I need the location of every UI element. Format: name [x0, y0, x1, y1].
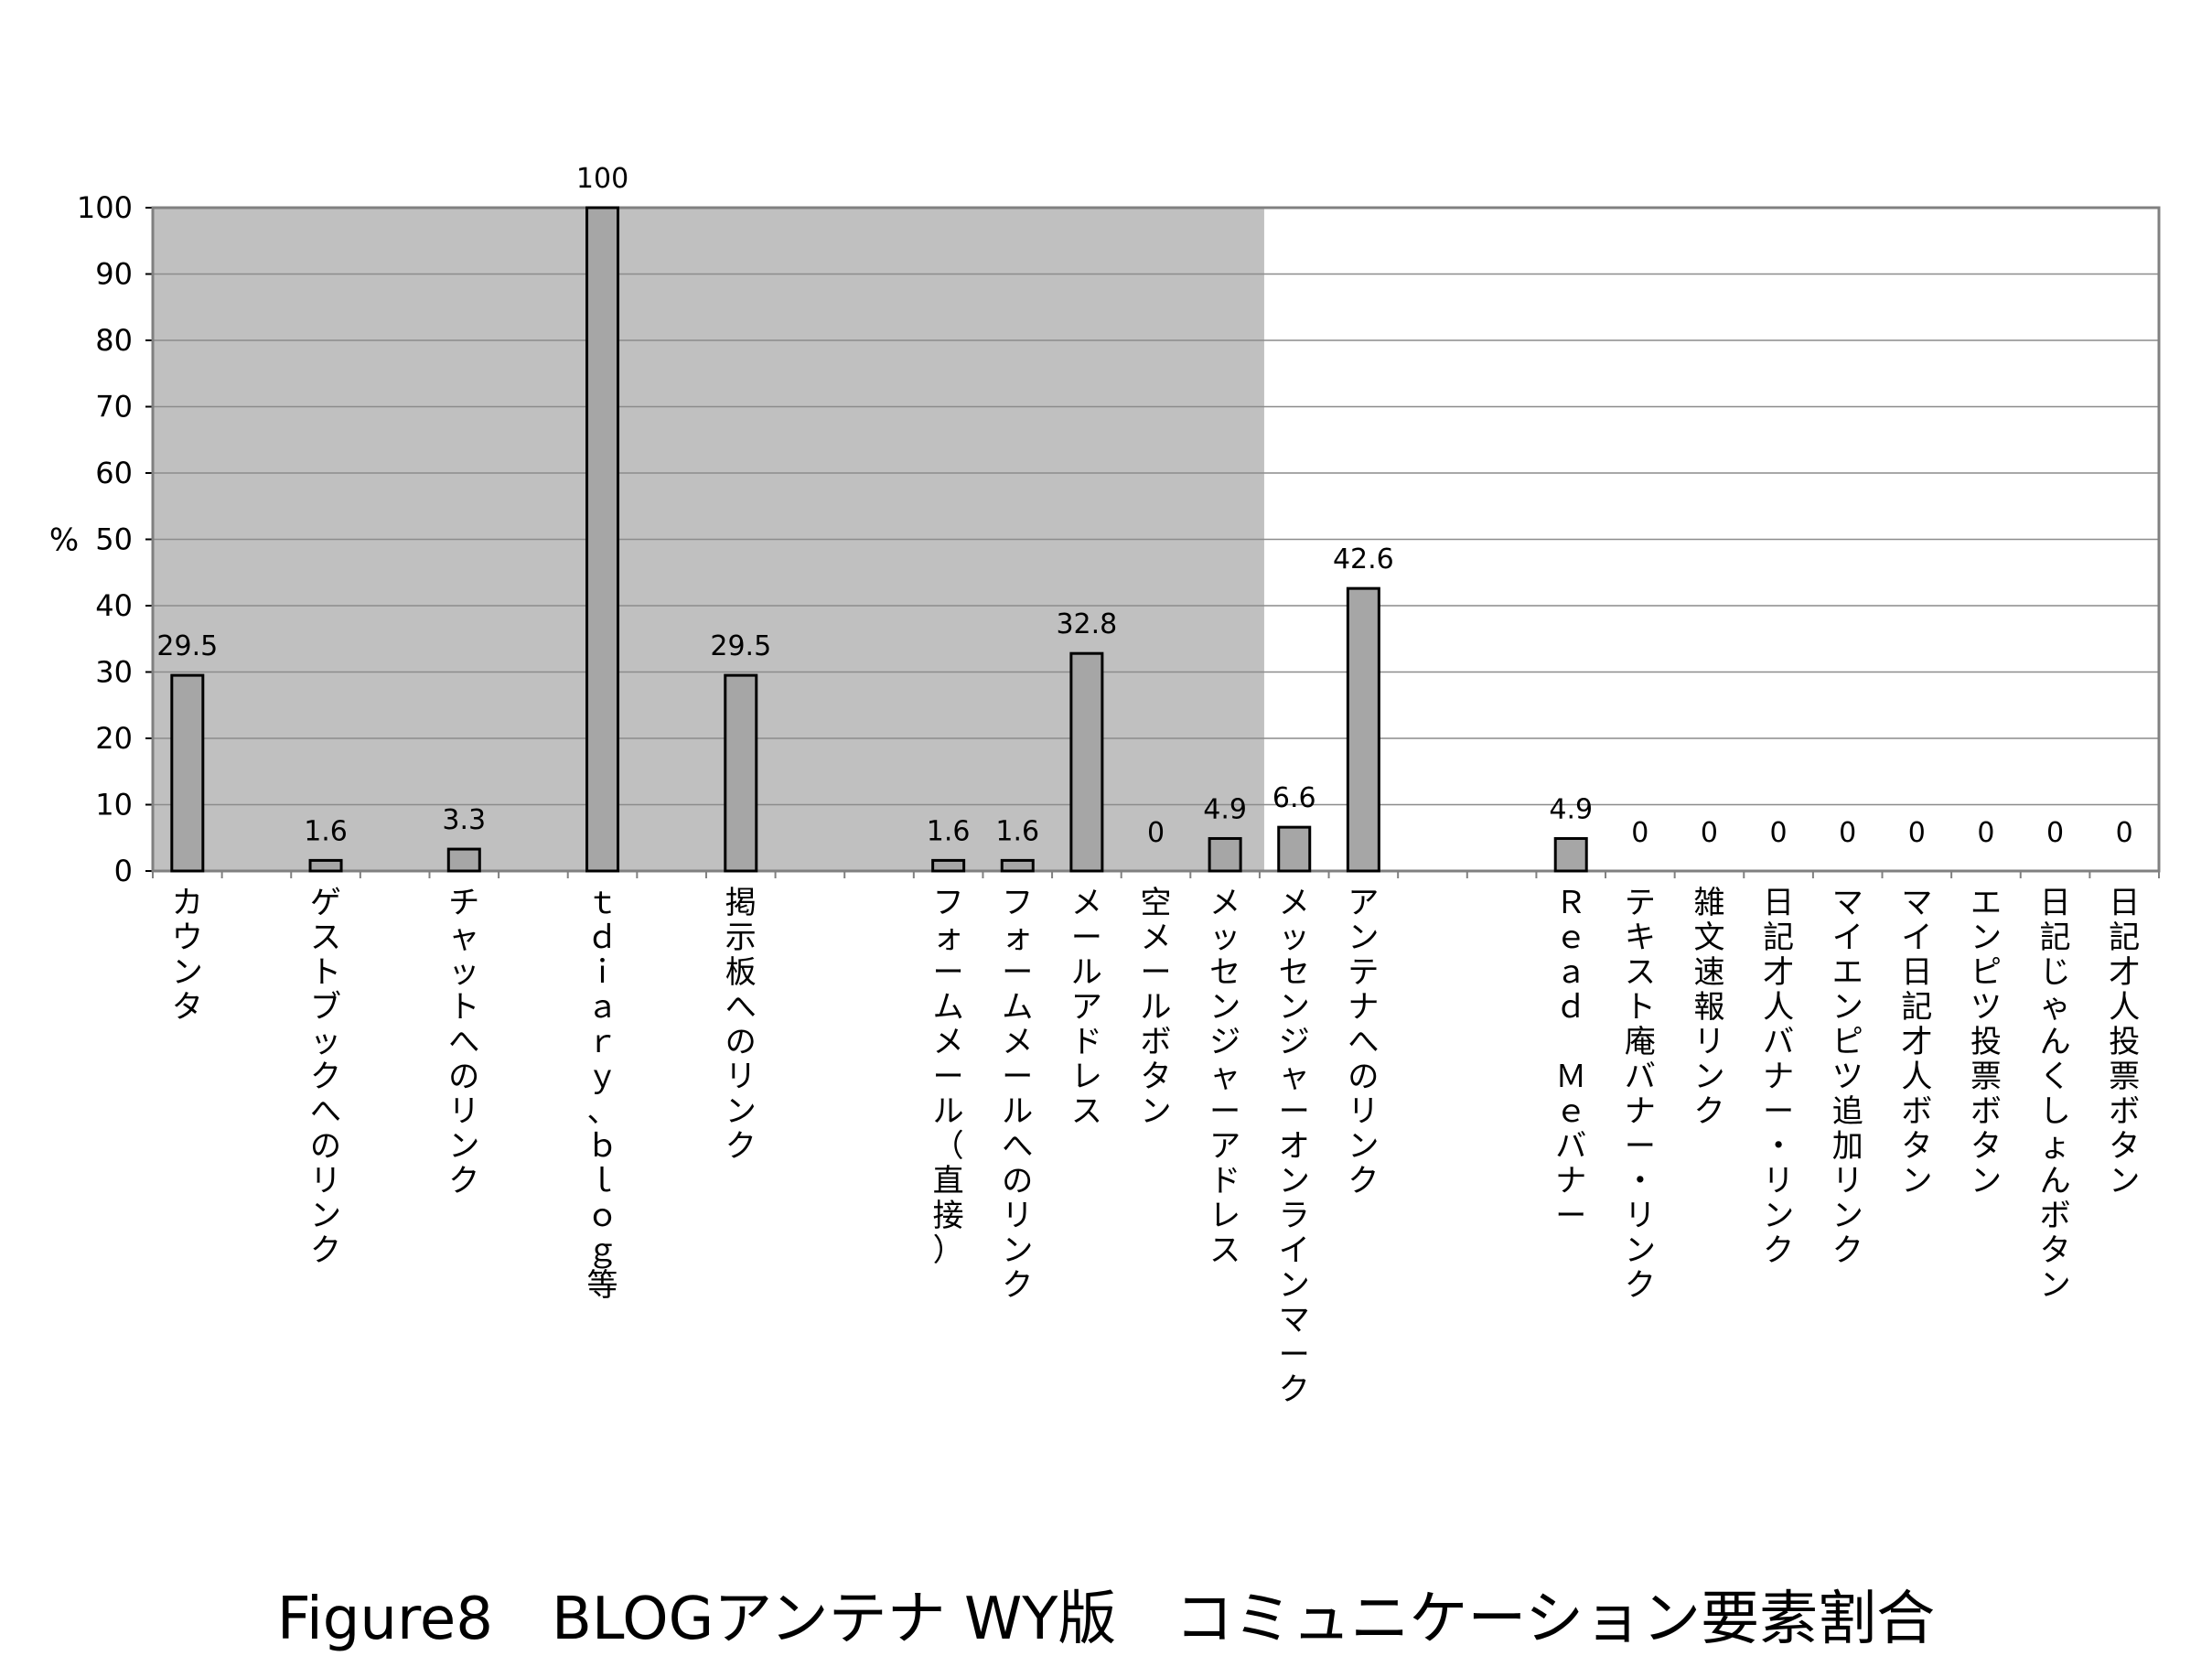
bar [1346, 586, 1380, 873]
x-category-label: アンテナへのリンク [1348, 885, 1379, 1199]
bar [170, 673, 205, 873]
x-category-label: メッセンジャーオンラインマーク [1279, 885, 1310, 1408]
data-label: 32.8 [1056, 608, 1117, 640]
bar [1208, 836, 1242, 873]
x-category-label: 日記才人バナー・リンク [1763, 885, 1794, 1269]
data-label: 0 [2116, 817, 2133, 849]
data-label: 42.6 [1333, 543, 1394, 575]
x-category-label: エンピツ投票ボタン [1970, 885, 2002, 1199]
x-category-label: フォームメール（直接） [933, 885, 964, 1269]
bar [1553, 836, 1588, 873]
data-label: 0 [1631, 817, 1648, 849]
data-label: 1.6 [995, 815, 1039, 847]
bar [446, 847, 481, 873]
x-category-label: 雑文速報リンク [1693, 885, 1724, 1130]
y-tick-label: 0 [114, 854, 133, 888]
x-category-label: 掲示板へのリンク [725, 885, 757, 1165]
data-label: 3.3 [442, 804, 486, 836]
x-category-label: 日記才人投票ボタン [2109, 885, 2140, 1199]
x-category-label: Ｒｅａｄ Ｍｅバナー [1555, 885, 1586, 1234]
data-label: 1.6 [304, 815, 348, 847]
bar [931, 858, 966, 873]
bar-chart: 0 10 20 30 40 50 60 70 80 90 100% 29.5 1.6 3.3 100 29.5… [49, 163, 2161, 1408]
x-category-label: 日記じゃんくしょんボタン [2040, 885, 2071, 1304]
y-tick-label: 70 [95, 390, 133, 425]
data-label: 4.9 [1203, 793, 1247, 825]
bar [1000, 858, 1035, 873]
data-label: 100 [576, 163, 628, 195]
data-label: 6.6 [1272, 782, 1316, 814]
bar [585, 206, 620, 873]
data-label: 29.5 [710, 630, 771, 662]
x-category-label: ｔｄｉａｒｙ、ｂｌｏｇ等 [587, 885, 618, 1304]
x-category-label: 空メールボタン [1141, 885, 1172, 1130]
bar [1069, 651, 1104, 873]
y-tick-label: 20 [95, 721, 133, 756]
plot-border [151, 206, 2161, 873]
x-category-label: マイ日記才人ボタン [1901, 885, 1932, 1199]
figure-title: Figure8 BLOGアンテナ WY版 コミュニケーション要素割合 [276, 1586, 1936, 1653]
data-label: 0 [1977, 817, 1994, 849]
y-tick-label: 10 [95, 788, 133, 823]
y-axis-label: % [49, 522, 79, 559]
data-label: 0 [1908, 817, 1926, 849]
x-category-label: テキスト庵バナー・リンク [1625, 885, 1656, 1304]
y-tick-label: 80 [95, 323, 133, 358]
data-label: 1.6 [927, 815, 971, 847]
bar [308, 858, 343, 873]
y-tick-label: 40 [95, 588, 133, 623]
data-label: 4.9 [1549, 793, 1593, 825]
data-label: 0 [1770, 817, 1788, 849]
x-category-label: マイエンピツ追加リンク [1832, 885, 1863, 1269]
x-category-label: フォームメールへのリンク [1002, 885, 1033, 1304]
y-tick-label: 30 [95, 655, 133, 690]
x-category-label: メールアドレス [1071, 885, 1102, 1130]
y-tick-label: 60 [95, 456, 133, 490]
y-tick-label: 50 [95, 522, 133, 557]
bar [1277, 825, 1312, 873]
data-label: 0 [1701, 817, 1718, 849]
x-category-label: ゲストブックへのリンク [310, 885, 341, 1269]
data-label: 0 [1839, 817, 1856, 849]
x-category-label: チャットへのリンク [448, 885, 479, 1199]
x-category-label: メッセンジャーアドレス [1209, 885, 1240, 1269]
data-label: 0 [2046, 817, 2064, 849]
data-label: 29.5 [156, 630, 218, 662]
y-tick-label: 90 [95, 257, 133, 292]
y-tick-label: 100 [77, 190, 133, 225]
bar [724, 673, 758, 873]
x-category-label: カウンタ [172, 885, 203, 1026]
data-label: 0 [1147, 817, 1165, 849]
